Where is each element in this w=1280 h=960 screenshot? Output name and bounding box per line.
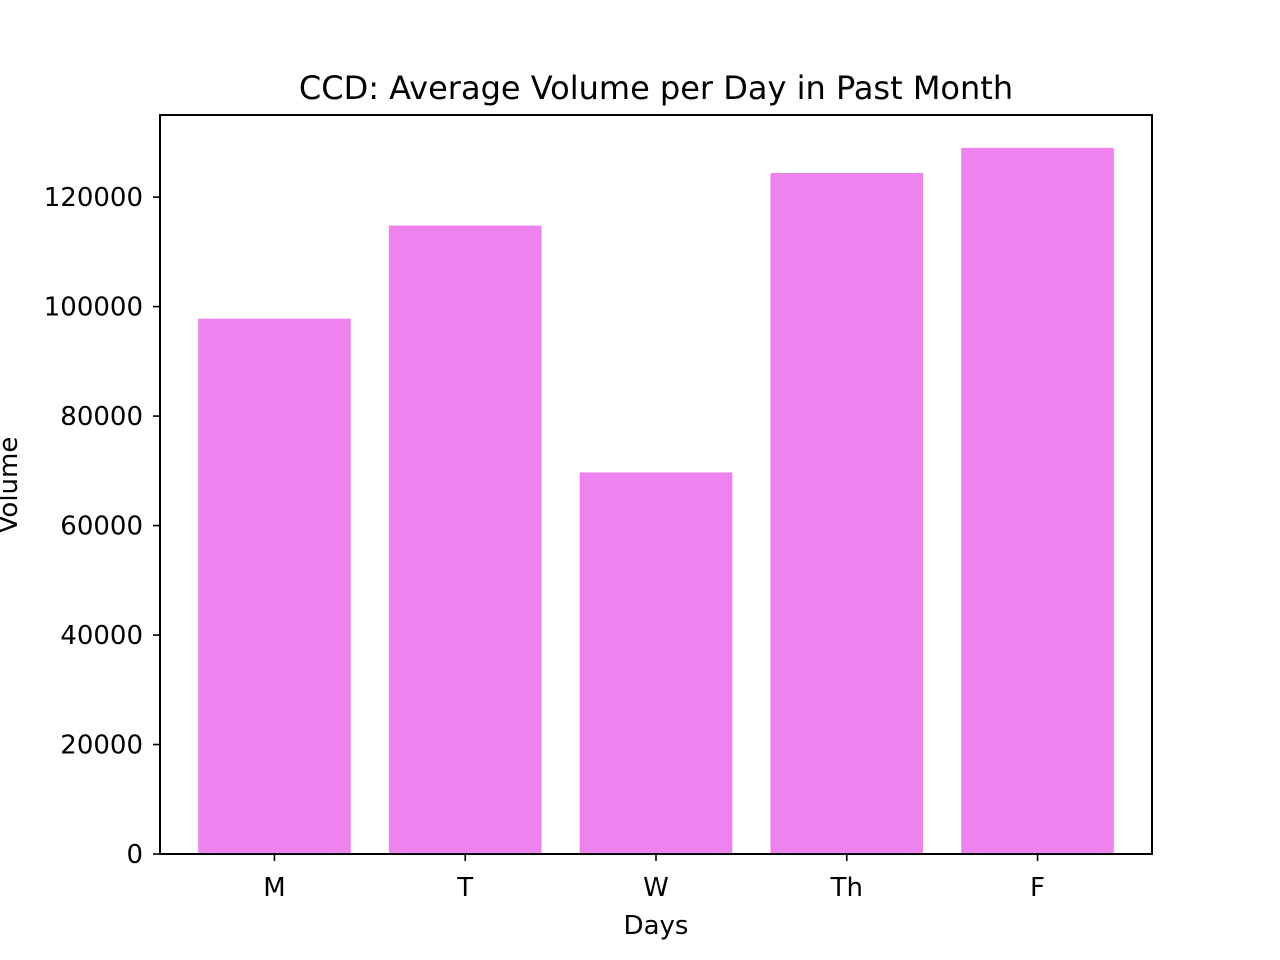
y-tick-label-40000: 40000 — [60, 621, 143, 651]
x-tick-label-th: Th — [830, 873, 863, 903]
x-axis: M T W Th F — [263, 854, 1045, 903]
y-tick-label-100000: 100000 — [44, 293, 143, 323]
x-axis-label: Days — [624, 911, 689, 941]
plot-frame — [159, 114, 1153, 855]
bars-group — [198, 147, 1114, 854]
y-tick-label-20000: 20000 — [60, 731, 143, 761]
y-tick-label-0: 0 — [126, 840, 143, 870]
x-tick-label-m: M — [263, 873, 285, 903]
y-tick-label-80000: 80000 — [60, 402, 143, 432]
y-axis-label: Volume — [0, 437, 24, 534]
chart-title: CCD: Average Volume per Day in Past Mont… — [299, 69, 1013, 107]
x-tick-label-f: F — [1030, 873, 1045, 903]
y-tick-label-120000: 120000 — [44, 183, 143, 213]
bar-w — [579, 472, 733, 854]
bar-th — [770, 173, 924, 854]
x-tick-label-t: T — [456, 873, 473, 903]
y-axis: 0 20000 40000 60000 80000 100000 120000 — [44, 183, 160, 870]
bar-f — [961, 147, 1114, 854]
y-tick-label-60000: 60000 — [60, 512, 143, 542]
bar-m — [198, 318, 351, 854]
x-tick-label-w: W — [643, 873, 669, 903]
bar-t — [388, 225, 542, 854]
